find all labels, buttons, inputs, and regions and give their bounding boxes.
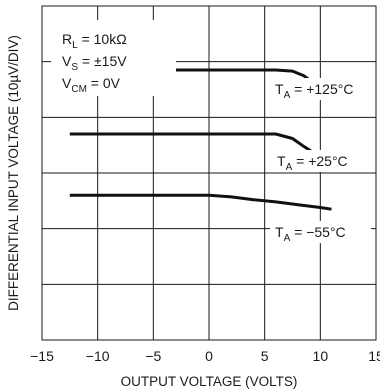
- label-bg-25: [270, 150, 371, 172]
- x-tick-label: −15: [30, 348, 54, 364]
- x-tick-label: 5: [261, 348, 269, 364]
- x-tick-label: 10: [313, 348, 329, 364]
- x-tick-labels: −15 −10 −5 0 5 10 15: [30, 348, 380, 364]
- series-label-minus55c: TA = −55°C: [275, 224, 346, 244]
- label-bg-125: [270, 78, 371, 100]
- series-line-minus55c: [69, 193, 332, 211]
- x-tick-label: −5: [145, 348, 161, 364]
- grid: [42, 6, 376, 340]
- series-label-25c: TA = +25°C: [277, 153, 348, 173]
- condition-rl: RL = 10kΩ: [62, 31, 127, 51]
- x-axis-title: OUTPUT VOLTAGE (VOLTS): [121, 374, 298, 389]
- y-axis-title: DIFFERENTIAL INPUT VOLTAGE (10µV/DIV): [6, 35, 21, 311]
- x-tick-label: −10: [86, 348, 110, 364]
- condition-vcm: VCM = 0V: [62, 75, 121, 95]
- label-bg-55: [270, 221, 371, 243]
- conditions-box: [51, 20, 176, 96]
- x-tick-label: 0: [205, 348, 213, 364]
- x-tick-label: 15: [368, 348, 380, 364]
- series-label-125c: TA = +125°C: [275, 81, 353, 101]
- condition-vs: VS = ±15V: [62, 53, 127, 73]
